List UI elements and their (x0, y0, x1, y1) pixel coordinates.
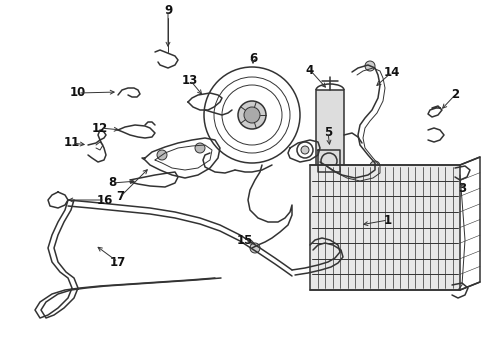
Text: 2: 2 (451, 89, 459, 102)
Circle shape (301, 146, 309, 154)
Text: 8: 8 (108, 176, 116, 189)
Text: 9: 9 (164, 4, 172, 17)
Text: 7: 7 (116, 190, 124, 203)
Text: 1: 1 (384, 213, 392, 226)
Text: 3: 3 (458, 181, 466, 194)
Text: 12: 12 (92, 122, 108, 135)
Text: 17: 17 (110, 256, 126, 269)
Circle shape (365, 61, 375, 71)
Circle shape (370, 161, 380, 171)
Text: 5: 5 (324, 126, 332, 139)
Text: 11: 11 (64, 136, 80, 149)
Circle shape (238, 101, 266, 129)
Text: 15: 15 (237, 234, 253, 247)
Text: 4: 4 (306, 63, 314, 77)
Circle shape (157, 150, 167, 160)
Text: 13: 13 (182, 73, 198, 86)
Text: 10: 10 (70, 86, 86, 99)
Bar (316, 90, 344, 170)
Text: 6: 6 (249, 51, 257, 64)
Text: 16: 16 (97, 194, 113, 207)
Circle shape (250, 243, 260, 253)
Circle shape (195, 143, 205, 153)
Bar (310, 165, 460, 290)
Text: 14: 14 (384, 66, 400, 78)
Circle shape (244, 107, 260, 123)
